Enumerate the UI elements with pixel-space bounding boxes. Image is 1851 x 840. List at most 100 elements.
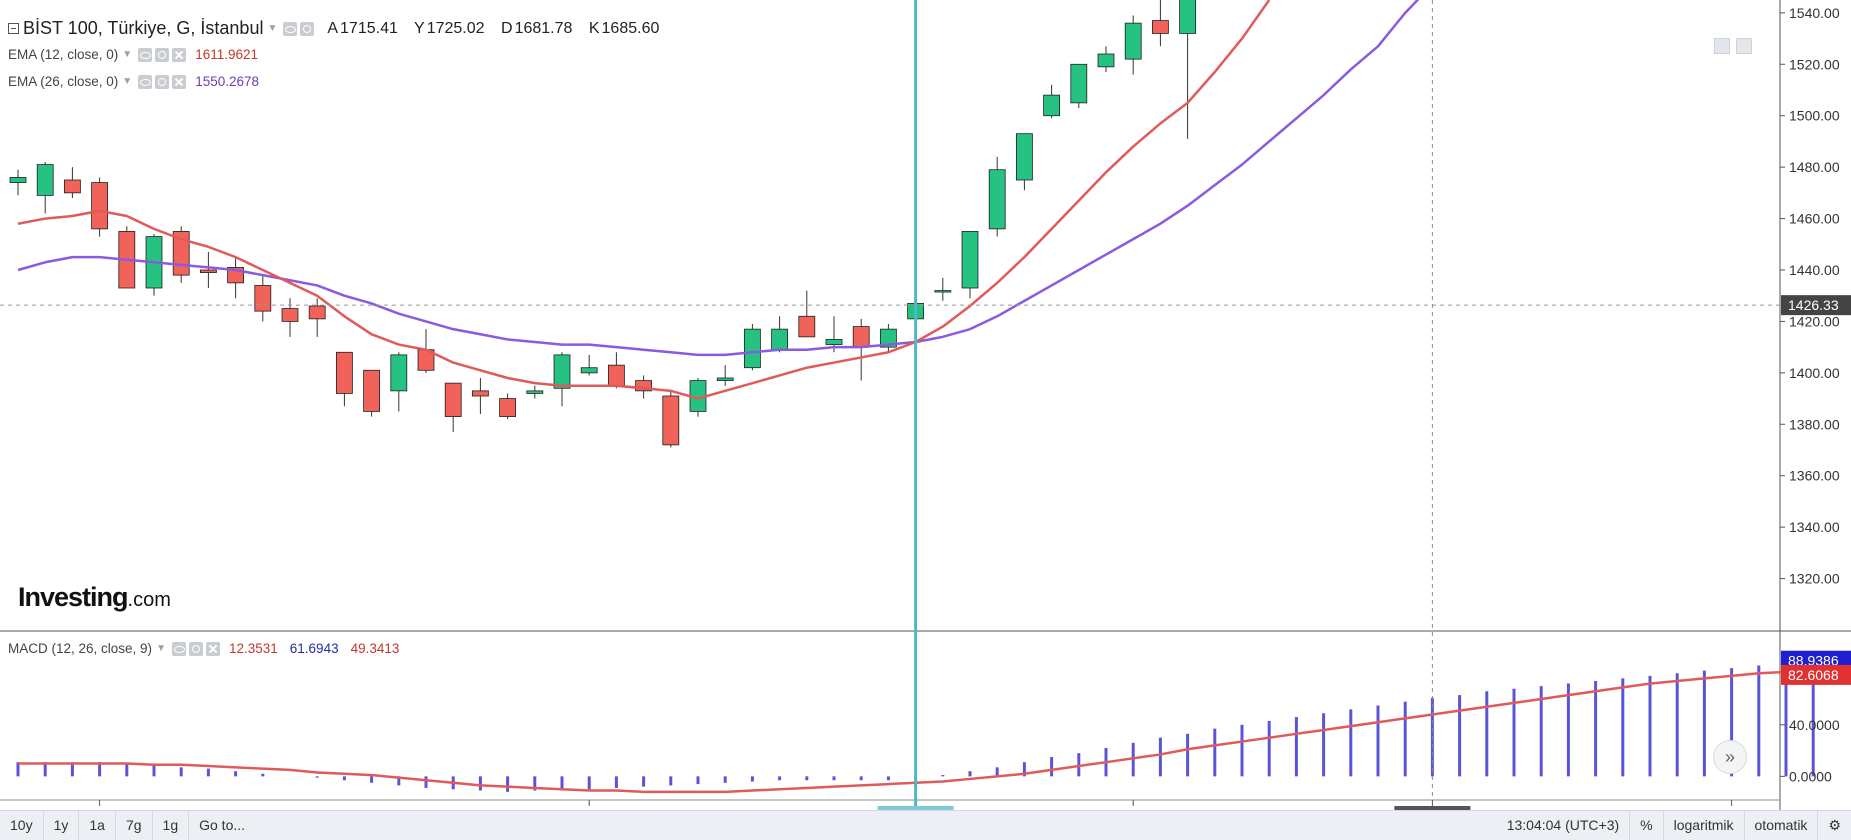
crosshair-price-bg <box>1781 295 1851 316</box>
candle-down[interactable] <box>798 315 816 338</box>
eye-icon[interactable] <box>171 641 186 656</box>
high-value: 1725.02 <box>426 19 485 37</box>
goto-button[interactable]: Go to... <box>199 817 246 833</box>
ema12-legend: EMA (12, close, 0) ▼ 1611.9621 <box>8 47 258 62</box>
close-icon[interactable] <box>172 74 187 89</box>
chevron-down-icon[interactable]: ▼ <box>156 643 166 654</box>
scroll-to-realtime-button[interactable]: » <box>1713 740 1747 774</box>
candle-up[interactable] <box>1043 94 1060 117</box>
candle-down[interactable] <box>499 398 517 417</box>
macd-last-signal-label: 82.6068 <box>1788 667 1839 683</box>
price-tick-label: 1440.00 <box>1789 262 1840 278</box>
range-10y-button[interactable]: 10y <box>0 811 44 840</box>
candle-up[interactable] <box>1124 22 1142 60</box>
candle-down[interactable] <box>91 182 108 230</box>
chevron-down-icon[interactable]: ▼ <box>267 23 278 34</box>
candle-up[interactable] <box>771 328 788 351</box>
macd-last-hist-label: 88.9386 <box>1788 653 1839 669</box>
price-tick-label: 1380.00 <box>1789 416 1840 432</box>
range-1g-button[interactable]: 1g <box>153 811 190 840</box>
eye-icon[interactable] <box>138 47 153 62</box>
chevron-down-icon[interactable]: ▼ <box>122 49 133 60</box>
candle-down[interactable] <box>635 380 652 392</box>
candle-up[interactable] <box>553 354 571 389</box>
candle-up[interactable] <box>1179 0 1196 34</box>
pane-maximize-icon[interactable] <box>1736 38 1752 54</box>
candle-up[interactable] <box>9 177 27 183</box>
macd-value-2: 61.6943 <box>289 641 339 656</box>
macd-last-signal-bg <box>1781 664 1851 685</box>
candle-up[interactable] <box>716 377 734 381</box>
settings-gear-icon[interactable]: ⚙ <box>1817 811 1851 840</box>
macd-tick-label: 0.0000 <box>1789 768 1832 784</box>
price-tick-label: 1360.00 <box>1789 468 1840 484</box>
candle-up[interactable] <box>825 339 843 345</box>
eye-icon[interactable] <box>138 74 153 89</box>
range-7g-button[interactable]: 7g <box>116 811 153 840</box>
candle-down[interactable] <box>64 179 81 194</box>
eye-icon[interactable] <box>283 21 298 36</box>
price-tick-label: 1320.00 <box>1789 571 1840 587</box>
candle-up[interactable] <box>526 390 544 394</box>
range-1y-button[interactable]: 1y <box>44 811 80 840</box>
candle-up[interactable] <box>988 169 1006 230</box>
candle-down[interactable] <box>335 351 353 394</box>
symbol-title[interactable]: BİST 100, Türkiye, G, İstanbul <box>23 18 264 38</box>
candle-down[interactable] <box>608 364 625 387</box>
macd-legend: MACD (12, 26, close, 9) ▼ 12.3531 61.694… <box>8 641 399 656</box>
crosshair-price-label: 1426.33 <box>1788 297 1839 313</box>
percent-toggle[interactable]: % <box>1629 811 1662 840</box>
investing-logo: Investing.com <box>18 582 171 612</box>
open-value: 1715.41 <box>340 19 398 37</box>
candle-down[interactable] <box>852 326 870 348</box>
candle-down[interactable] <box>308 305 326 320</box>
candle-up[interactable] <box>580 367 598 374</box>
gear-icon[interactable] <box>188 641 203 656</box>
candle-down[interactable] <box>254 285 272 312</box>
candle-up[interactable] <box>390 354 408 392</box>
gear-icon[interactable] <box>300 21 315 36</box>
ohlc-values: A 1715.41 Y 1725.02 D 1681.78 K 1685.60 <box>327 19 660 37</box>
bottom-toolbar: 10y 1y 1a 7g 1g Go to... 13:04:04 (UTC+3… <box>0 810 1851 840</box>
candle-down[interactable] <box>662 395 680 446</box>
macd-name[interactable]: MACD (12, 26, close, 9) <box>8 641 153 656</box>
candle-down[interactable] <box>1152 20 1169 34</box>
candle-up[interactable] <box>961 231 979 289</box>
collapse-icon[interactable] <box>8 23 19 34</box>
ema12-name[interactable]: EMA (12, close, 0) <box>8 47 119 62</box>
ema26-name[interactable]: EMA (26, close, 0) <box>8 74 119 89</box>
auto-toggle[interactable]: otomatik <box>1743 811 1818 840</box>
gear-icon[interactable] <box>155 47 170 62</box>
candle-up[interactable] <box>880 328 897 348</box>
candle-down[interactable] <box>281 308 299 322</box>
gear-icon[interactable] <box>155 74 170 89</box>
symbol-legend: BİST 100, Türkiye, G, İstanbul ▼ A 1715.4… <box>8 18 671 39</box>
candle-up[interactable] <box>744 328 761 369</box>
price-tick-label: 1500.00 <box>1789 108 1840 124</box>
candle-up[interactable] <box>1097 53 1115 68</box>
ema26-value: 1550.2678 <box>195 74 260 89</box>
close-icon[interactable] <box>172 47 187 62</box>
candle-up[interactable] <box>934 290 952 293</box>
candle-up[interactable] <box>1016 133 1033 181</box>
range-1a-button[interactable]: 1a <box>79 811 116 840</box>
pane-up-icon[interactable] <box>1714 38 1730 54</box>
candle-down[interactable] <box>444 382 462 417</box>
price-tick-label: 1460.00 <box>1789 211 1840 227</box>
time-display: 13:04:04 (UTC+3) <box>1506 817 1620 833</box>
candle-up[interactable] <box>1070 63 1088 104</box>
close-icon[interactable] <box>205 641 220 656</box>
price-tick-label: 1540.00 <box>1789 5 1840 21</box>
ema26-legend: EMA (26, close, 0) ▼ 1550.2678 <box>8 74 259 89</box>
candle-down[interactable] <box>471 390 489 397</box>
ema12-value: 1611.9621 <box>195 47 259 62</box>
price-tick-label: 1340.00 <box>1789 519 1840 535</box>
macd-tick-label: 40.0000 <box>1789 717 1840 733</box>
log-toggle[interactable]: logaritmik <box>1662 811 1744 840</box>
candle-down[interactable] <box>199 269 217 273</box>
ema12-line <box>17 0 1271 400</box>
candle-up[interactable] <box>36 164 54 196</box>
chevron-down-icon[interactable]: ▼ <box>122 76 133 87</box>
candle-down[interactable] <box>363 369 381 412</box>
